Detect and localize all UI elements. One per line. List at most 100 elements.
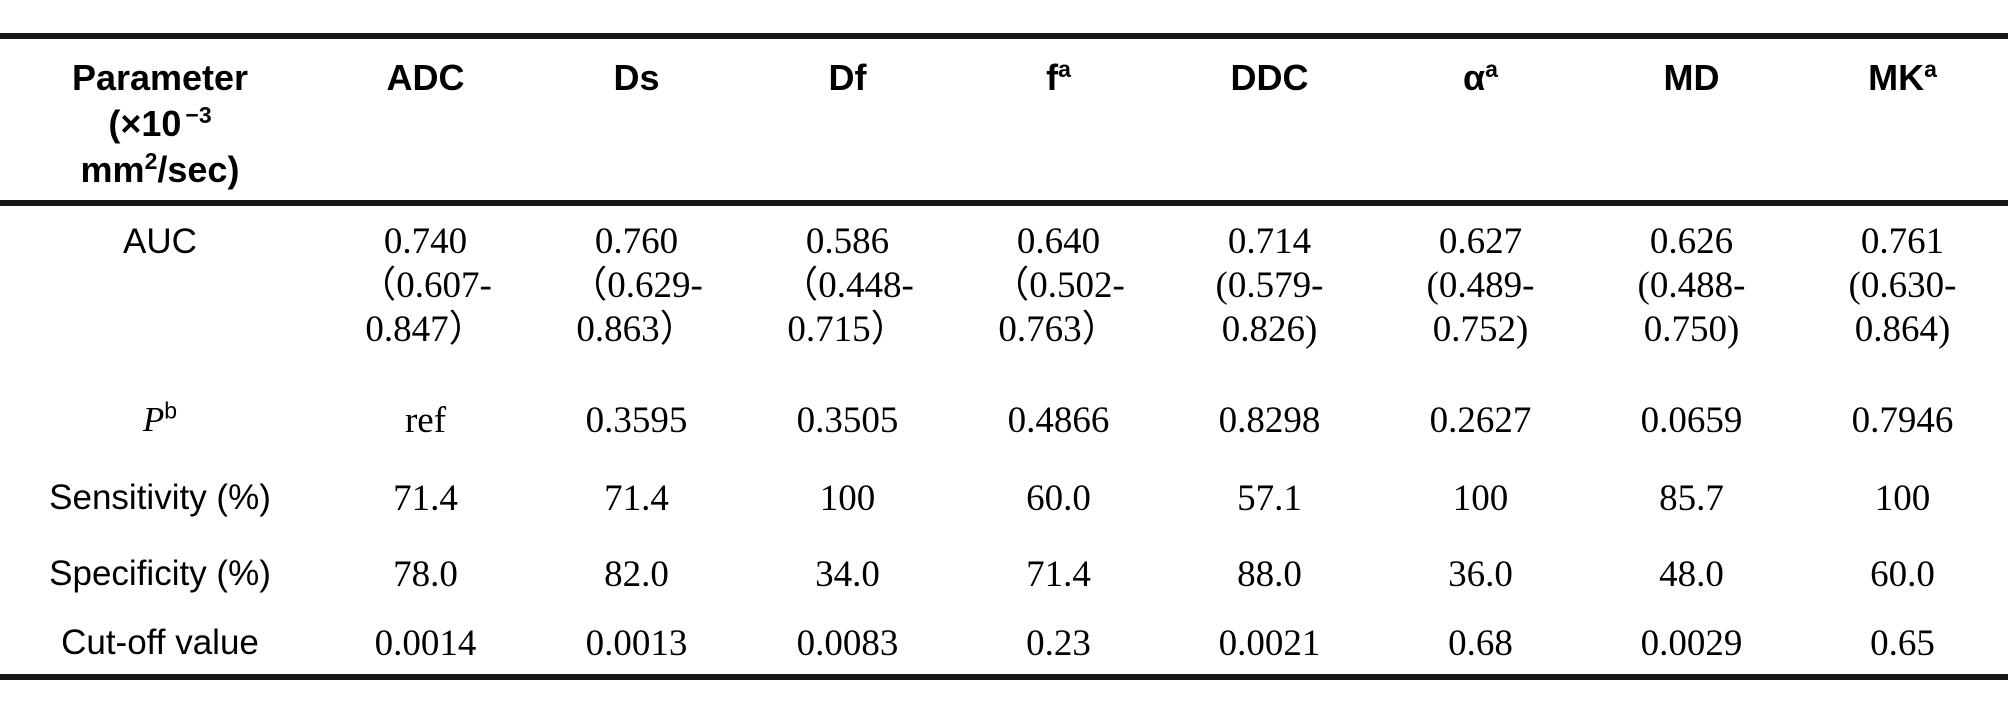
column-header-text: f [1046,57,1059,98]
table-cell: 0.714 (0.579- 0.826) [1164,220,1375,352]
table-cell: 0.65 [1870,622,1935,664]
row-label-footnote-mark: b [164,397,178,424]
table-cell-line: 0.752) [1432,309,1529,350]
table-cell-line: 0.761 [1860,221,1945,262]
table-cell-line: 0.863） [576,309,697,350]
table-cell-line: （0.629- [570,265,703,306]
table-cell: 0.7946 [1851,399,1954,441]
table-cell-line: 0.714 [1227,221,1312,262]
parameter-header-line1: Parameter [71,57,249,98]
table-cell: 0.640 （0.502- 0.763） [953,220,1164,352]
column-header-text: ADC [386,57,465,98]
table-cell: 60.0 [1870,553,1935,595]
parameter-header-line2: (×10 −3 [0,101,320,147]
table-cell: 78.0 [393,553,458,595]
table-cell: 0.0013 [585,622,688,664]
table-cell-line: 0.640 [1016,221,1101,262]
column-header-df: Df [742,55,953,101]
column-header-mk: MKa [1797,55,2008,101]
table-cell: 82.0 [604,553,669,595]
table-cell-line: 0.740 [383,221,468,262]
column-header-text: Df [828,57,867,98]
column-header-adc: ADC [320,55,531,101]
table-cell: 71.4 [1026,553,1091,595]
parameter-unit-mm: mm [80,149,145,190]
row-label-p-value: Pb [0,397,320,440]
table-cell-line: 0.763） [998,309,1119,350]
row-label-text: P [142,400,165,439]
table-cell-line: 0.626 [1649,221,1734,262]
table-cell: 0.0021 [1218,622,1321,664]
table-cell: 0.626 (0.488- 0.750) [1586,220,1797,352]
table-row-cutoff: Cut-off value 0.0014 0.0013 0.0083 0.23 0.002… [0,612,2008,674]
table-cell-line: 0.715） [787,309,908,350]
table-cell: 0.4866 [1007,399,1110,441]
table-cell-line: 0.627 [1438,221,1523,262]
table-cell: 0.586 （0.448- 0.715） [742,220,953,352]
parameter-unit-persec: /sec) [157,149,240,190]
table-cell-line: （0.502- [992,265,1125,306]
table-cell: 100 [1874,477,1931,519]
table-cell: 0.68 [1448,622,1513,664]
row-label-specificity: Specificity (%) [0,554,320,594]
table-cell-line: (0.488- [1637,265,1746,306]
column-header-text: DDC [1230,57,1309,98]
table-body: AUC 0.740 （0.607- 0.847） 0.760 （0.629- 0.863） 0… [0,206,2008,674]
table-cell: 85.7 [1659,477,1724,519]
column-header-md: MD [1586,55,1797,101]
table-cell: 0.2627 [1429,399,1532,441]
table-cell: 100 [1452,477,1509,519]
column-header-text: Ds [613,57,660,98]
row-label-sensitivity: Sensitivity (%) [0,478,320,518]
table-cell: 0.23 [1026,622,1091,664]
table-cell: ref [404,399,447,441]
parameter-unit-base: (×10 [108,103,182,144]
table-cell: 0.761 (0.630- 0.864) [1797,220,2008,352]
table-cell: 0.0014 [374,622,477,664]
table-row-p-value: Pb ref 0.3595 0.3505 0.4866 0.8298 0.2627 0.065… [0,380,2008,460]
column-header-α: αa [1375,55,1586,101]
column-header-text: α [1463,57,1486,98]
column-header-text: MD [1663,57,1720,98]
table-cell-line: 0.586 [805,221,890,262]
table-cell-line: 0.847） [365,309,486,350]
table-cell: 36.0 [1448,553,1513,595]
table-cell-line: 0.826) [1221,309,1318,350]
table-cell: 0.3595 [585,399,688,441]
table-row-auc: AUC 0.740 （0.607- 0.847） 0.760 （0.629- 0.863） 0… [0,206,2008,380]
table-cell-line: 0.864) [1854,309,1951,350]
column-header-footnote-mark: a [1485,56,1498,82]
table-header-row: Parameter (×10 −3 mm2/sec) ADC Ds Df fa DDC αa… [0,39,2008,200]
row-label-text: Sensitivity (%) [49,478,271,517]
row-label-text: Cut-off value [61,623,259,662]
column-header-parameter: Parameter (×10 −3 mm2/sec) [0,55,320,193]
row-label-cutoff: Cut-off value [0,623,320,663]
table-row-specificity: Specificity (%) 78.0 82.0 34.0 71.4 88.0 36.0 4… [0,536,2008,612]
row-label-text: Specificity (%) [49,554,271,593]
table-cell: 100 [819,477,876,519]
column-header-ddc: DDC [1164,55,1375,101]
column-header-footnote-mark: a [1924,56,1937,82]
table-cell: 48.0 [1659,553,1724,595]
table-cell: 60.0 [1026,477,1091,519]
column-header-footnote-mark: a [1058,56,1071,82]
table-cell: 0.740 （0.607- 0.847） [320,220,531,352]
table-bottom-rule [0,674,2008,680]
table-cell-line: （0.448- [781,265,914,306]
table-cell: 88.0 [1237,553,1302,595]
table-cell: 0.8298 [1218,399,1321,441]
table-top-rule [0,33,2008,39]
row-label-text: AUC [123,222,197,261]
table-cell: 0.760 （0.629- 0.863） [531,220,742,352]
table-cell-line: 0.760 [594,221,679,262]
table-cell: 71.4 [604,477,669,519]
table-cell: 57.1 [1237,477,1302,519]
column-header-text: MK [1868,57,1925,98]
table-cell: 0.0659 [1640,399,1743,441]
table-cell-line: （0.607- [359,265,492,306]
column-header-ds: Ds [531,55,742,101]
parameter-unit-exponent: −3 [185,102,212,128]
table-cell: 0.3505 [796,399,899,441]
table-row-sensitivity: Sensitivity (%) 71.4 71.4 100 60.0 57.1 100 85.… [0,460,2008,536]
